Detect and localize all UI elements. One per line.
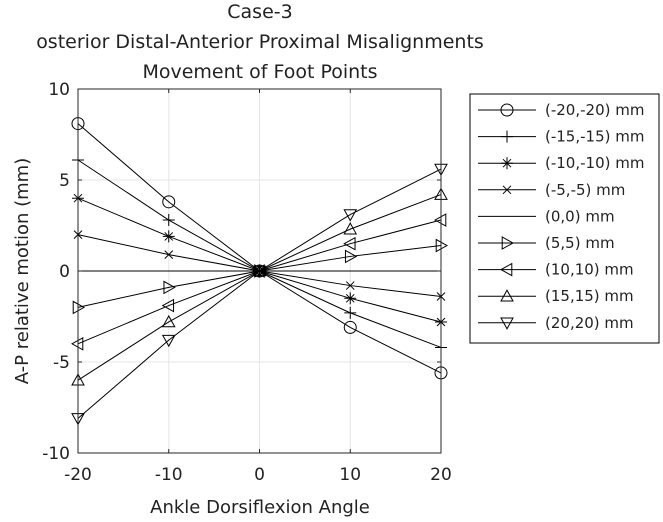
data-point-7-3 bbox=[343, 222, 358, 235]
data-point-3-3 bbox=[345, 281, 355, 290]
legend-item-5: (5,5) mm bbox=[478, 234, 615, 252]
legend-marker-8 bbox=[500, 317, 514, 330]
series-line-8 bbox=[77, 168, 442, 419]
data-point-5-4 bbox=[435, 238, 449, 253]
legend-item-6: (10,10) mm bbox=[478, 261, 634, 279]
legend-label: (15,15) mm bbox=[545, 287, 634, 305]
data-point-5-1 bbox=[163, 280, 176, 295]
y-axis-label: A-P relative motion (mm) bbox=[12, 158, 33, 384]
legend-marker-7 bbox=[500, 289, 514, 302]
y-tick-label: 0 bbox=[59, 262, 70, 282]
data-point-6-4 bbox=[433, 213, 447, 227]
data-point-6-0 bbox=[70, 336, 84, 351]
data-point-6-1 bbox=[161, 298, 175, 313]
data-point-2-1 bbox=[162, 230, 175, 243]
y-tick-label: -5 bbox=[53, 353, 70, 373]
data-point-8-3 bbox=[343, 209, 358, 222]
data-point-1-1 bbox=[162, 214, 175, 227]
x-tick-label: 20 bbox=[430, 465, 452, 485]
data-point-5-0 bbox=[72, 300, 86, 315]
chart-title-line-1: Case-3 bbox=[227, 1, 292, 23]
legend-label: (10,10) mm bbox=[545, 261, 634, 279]
x-tick-label: -10 bbox=[155, 465, 183, 485]
chart-title: Case-3 osterior Distal-Anterior Proximal… bbox=[36, 1, 484, 83]
legend-item-3: (-5,-5) mm bbox=[478, 181, 625, 199]
legend-marker-6 bbox=[499, 262, 513, 277]
legend-label: (20,20) mm bbox=[545, 314, 634, 332]
legend-item-1: (-15,-15) mm bbox=[478, 128, 644, 146]
legend-marker-2 bbox=[501, 157, 513, 170]
legend-item-8: (20,20) mm bbox=[478, 314, 634, 332]
chart-title-line-3: Movement of Foot Points bbox=[142, 61, 377, 83]
x-axis-label: Ankle Dorsiflexion Angle bbox=[150, 497, 370, 518]
data-point-0-1 bbox=[162, 195, 176, 209]
x-tick-label: -20 bbox=[64, 465, 92, 485]
data-point-8-2 bbox=[252, 265, 267, 279]
data-point-5-2 bbox=[254, 264, 267, 278]
data-point-7-2 bbox=[252, 263, 267, 277]
legend: (-20,-20) mm (-15,-15) mm (-10,-10) mm (-5,… bbox=[469, 93, 660, 344]
series-layer bbox=[70, 117, 449, 426]
chart-title-line-2: osterior Distal-Anterior Proximal Misali… bbox=[36, 31, 484, 53]
data-point-2-3 bbox=[344, 292, 357, 305]
data-point-6-2 bbox=[252, 264, 265, 278]
legend-label: (5,5) mm bbox=[545, 234, 615, 252]
x-tick-label: 0 bbox=[254, 465, 265, 485]
legend-marker-3 bbox=[502, 185, 512, 195]
legend-marker-5 bbox=[501, 236, 515, 250]
series-8 bbox=[71, 163, 448, 426]
legend-label: (-5,-5) mm bbox=[545, 181, 625, 199]
legend-item-4: (0,0) mm bbox=[478, 207, 615, 225]
data-point-1-3 bbox=[344, 306, 357, 319]
data-point-0-3 bbox=[343, 320, 357, 334]
legend-marker-1 bbox=[501, 130, 513, 143]
data-point-5-3 bbox=[344, 249, 358, 264]
legend-item-0: (-20,-20) mm bbox=[478, 101, 644, 119]
data-point-6-3 bbox=[343, 236, 356, 251]
y-tick-label: 10 bbox=[48, 80, 70, 100]
data-point-8-1 bbox=[161, 334, 176, 348]
legend-label: (-10,-10) mm bbox=[545, 154, 644, 172]
legend-label: (-15,-15) mm bbox=[545, 128, 644, 146]
legend-label: (0,0) mm bbox=[545, 207, 615, 225]
data-point-3-1 bbox=[164, 250, 174, 259]
legend-item-2: (-10,-10) mm bbox=[478, 154, 644, 172]
legend-item-7: (15,15) mm bbox=[478, 287, 634, 305]
legend-marker-0 bbox=[500, 103, 514, 117]
data-point-7-1 bbox=[161, 314, 176, 328]
x-tick-label: 10 bbox=[339, 465, 361, 485]
legend-label: (-20,-20) mm bbox=[545, 101, 644, 119]
y-tick-label: 5 bbox=[59, 171, 70, 191]
y-tick-label: -10 bbox=[42, 444, 70, 464]
